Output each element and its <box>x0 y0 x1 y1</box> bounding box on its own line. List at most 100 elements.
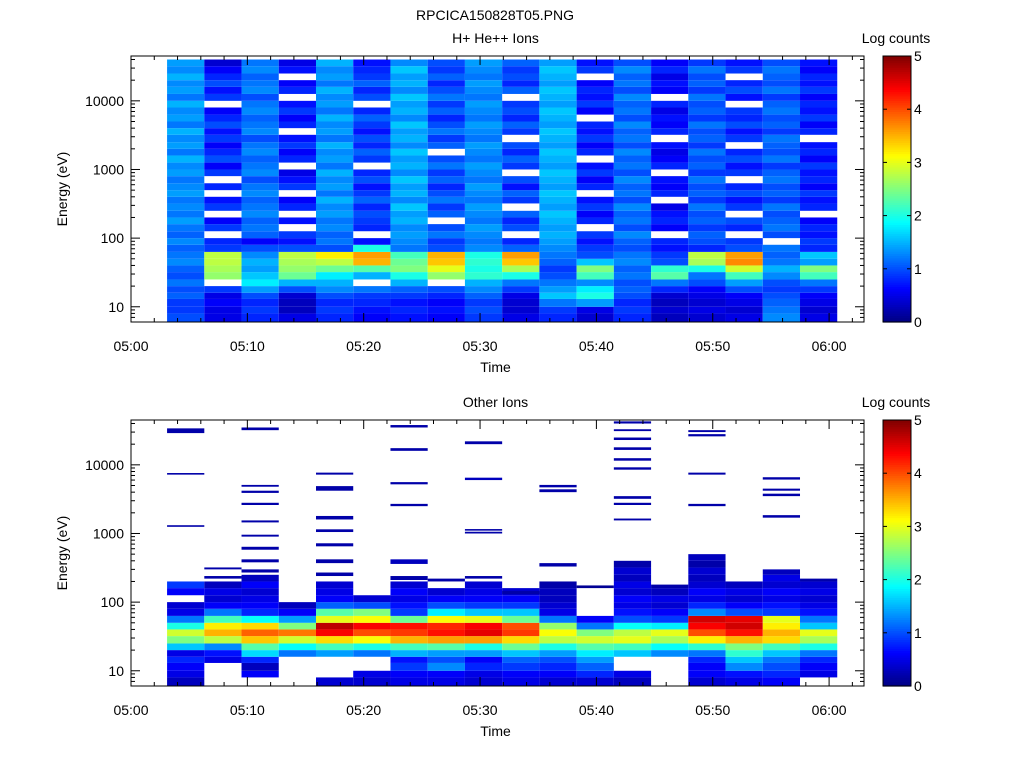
colorbar-segment <box>883 544 911 547</box>
heatmap-cell <box>464 142 503 149</box>
colorbar-segment <box>883 597 911 601</box>
heatmap-cell <box>613 298 652 307</box>
heatmap-cell <box>576 86 614 94</box>
colorbar-segment <box>883 628 911 632</box>
heatmap-cell <box>688 636 726 644</box>
heatmap-cell <box>353 93 391 101</box>
heatmap-cell <box>800 615 838 623</box>
heatmap-cell <box>390 595 428 603</box>
colorbar-segment <box>883 151 911 155</box>
heatmap-cell <box>241 121 279 129</box>
heatmap-cell <box>688 313 726 322</box>
colorbar-label: Log counts <box>862 30 931 46</box>
heatmap-cell <box>167 602 205 609</box>
heatmap-cell <box>613 265 652 273</box>
heatmap-cell <box>353 190 391 197</box>
heatmap-cell <box>539 73 577 81</box>
heatmap-cell <box>539 656 577 663</box>
heatmap-cell <box>464 272 503 280</box>
colorbar-segment <box>883 630 911 634</box>
colorbar-segment <box>883 244 911 248</box>
heatmap-cell <box>316 622 354 630</box>
heatmap-cell <box>204 128 242 135</box>
heatmap-cell <box>800 142 838 149</box>
heatmap-cell <box>613 581 652 589</box>
heatmap-cell <box>613 286 652 293</box>
heatmap-cell <box>800 73 838 81</box>
heatmap-cell <box>316 86 354 94</box>
colorbar-segment <box>883 672 911 676</box>
heatmap-cell <box>427 107 465 115</box>
colorbar-segment <box>883 271 911 274</box>
colorbar-segment <box>883 279 911 283</box>
heatmap-cell <box>800 286 838 293</box>
colorbar-gradient <box>883 56 911 323</box>
heatmap-cell <box>688 292 726 299</box>
heatmap-cell <box>167 224 205 232</box>
heatmap-cell <box>316 169 354 177</box>
panel-title: H+ He++ Ions <box>452 30 539 46</box>
heatmap-cell <box>576 286 614 293</box>
heatmap-cell <box>241 595 279 603</box>
heatmap-cell <box>390 73 428 81</box>
x-tick-label: 05:20 <box>346 338 381 354</box>
colorbar-segment <box>883 557 911 561</box>
colorbar-segment <box>883 182 911 186</box>
heatmap-cell <box>464 59 503 67</box>
y-tick-label: 10000 <box>85 457 124 473</box>
heatmap-cell <box>725 265 763 273</box>
colorbar-segment <box>883 317 911 321</box>
heatmap-cell <box>762 643 801 651</box>
heatmap-cell <box>576 292 614 299</box>
heatmap-cell <box>167 114 205 122</box>
heatmap-cell <box>316 306 354 314</box>
colorbar-segment <box>883 470 911 474</box>
heatmap-cell <box>539 279 577 287</box>
heatmap-cell <box>762 196 801 204</box>
heatmap-cell <box>353 595 391 603</box>
heatmap-cell <box>725 258 763 266</box>
colorbar-segment <box>883 126 911 130</box>
heatmap-cell <box>241 588 279 596</box>
heatmap-cell <box>278 251 316 259</box>
colorbar-segment <box>883 475 911 479</box>
heatmap-cell <box>241 86 279 94</box>
heatmap-cell <box>576 656 614 663</box>
heatmap-cell <box>353 128 391 135</box>
heatmap-cell <box>576 196 614 204</box>
heatmap-cell <box>464 441 503 445</box>
heatmap-cell <box>167 650 205 657</box>
heatmap-cell <box>613 272 652 280</box>
colorbar-segment <box>883 437 911 441</box>
heatmap-cell <box>278 622 316 630</box>
colorbar-segment <box>883 89 911 93</box>
heatmap-cell <box>167 292 205 299</box>
heatmap-cell <box>464 602 503 609</box>
heatmap-cell <box>464 677 503 686</box>
heatmap-cell <box>167 203 205 211</box>
colorbar-segment <box>883 643 911 647</box>
colorbar-segment <box>883 98 911 101</box>
heatmap-cell <box>762 313 801 322</box>
colorbar-segment <box>883 146 911 150</box>
colorbar-frame <box>882 419 912 687</box>
heatmap-cell <box>390 258 428 266</box>
heatmap-cell <box>390 183 428 191</box>
heatmap-cell <box>390 670 428 678</box>
heatmap-cell <box>464 224 503 232</box>
colorbar-segment <box>883 200 911 203</box>
heatmap-cell <box>353 176 391 184</box>
colorbar-segment <box>883 477 911 481</box>
x-tick-label: 05:00 <box>113 338 148 354</box>
heatmap-cell <box>390 66 428 74</box>
heatmap-cell <box>725 162 763 170</box>
heatmap-cell <box>241 244 279 252</box>
heatmap-cell <box>576 629 614 637</box>
heatmap-cell <box>539 162 577 170</box>
heatmap-cell <box>390 272 428 280</box>
colorbar-segment <box>883 420 911 423</box>
heatmap-cell <box>688 622 726 630</box>
colorbar-segment <box>883 590 911 594</box>
colorbar-segment <box>883 73 911 77</box>
